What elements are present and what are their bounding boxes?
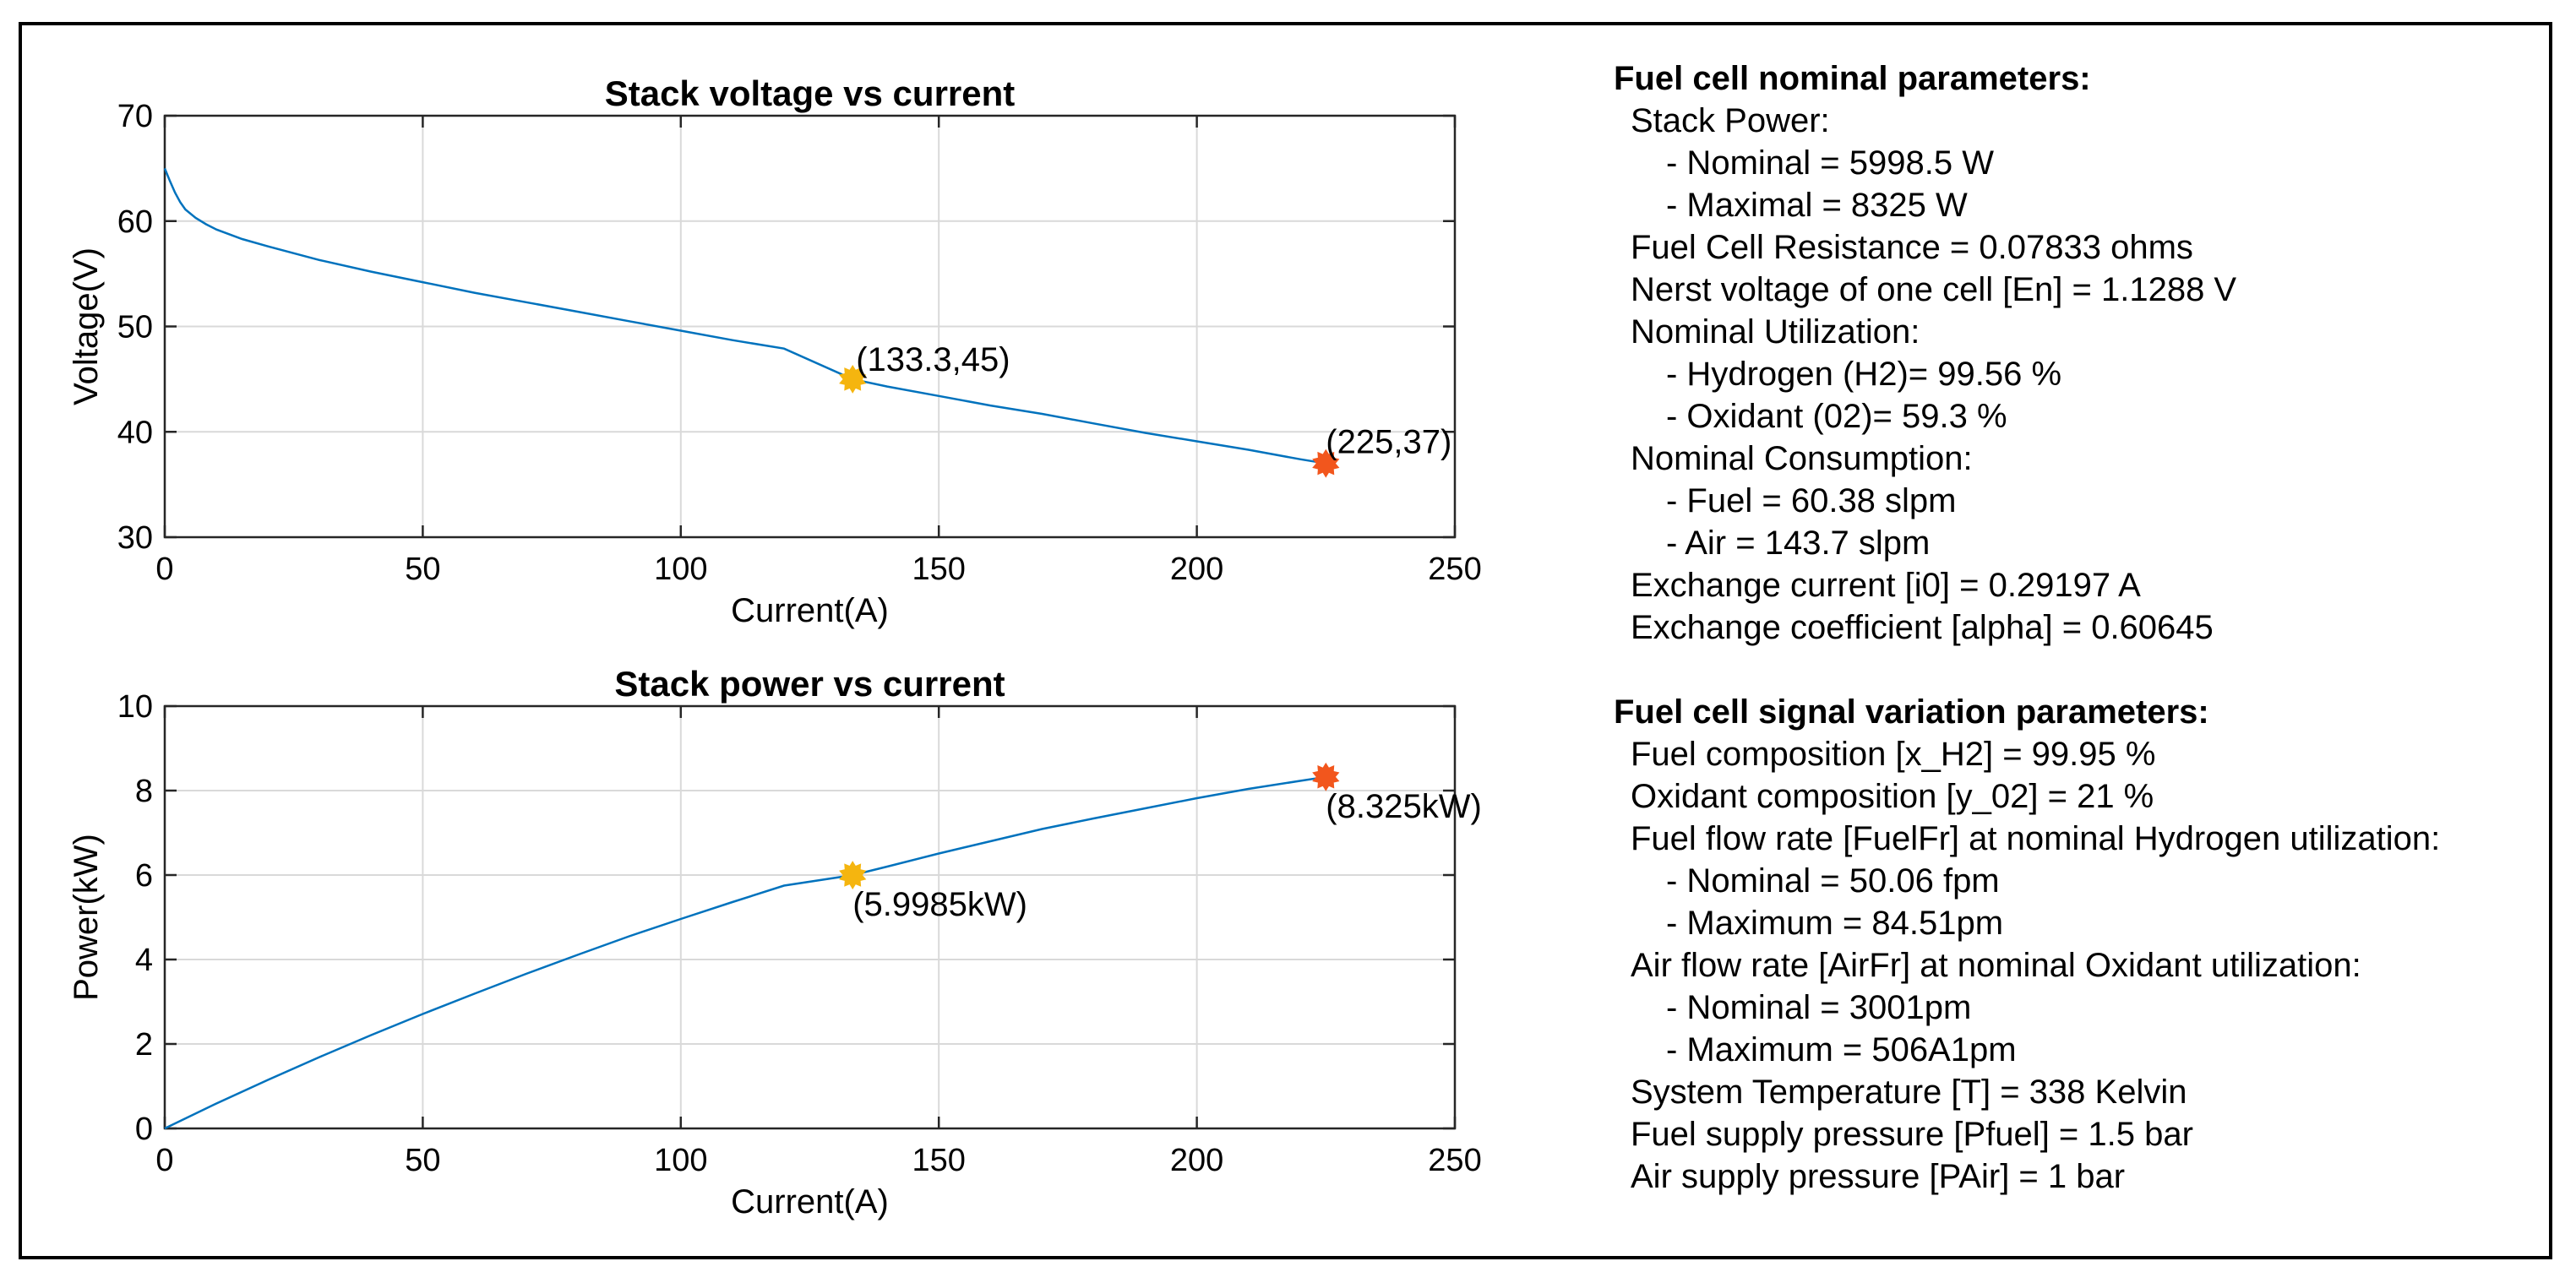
utilization-oxidant: - Oxidant (02)= 59.3 % — [1666, 398, 2007, 435]
fuel-flow-max: - Maximum = 84.51pm — [1666, 905, 2004, 942]
stack-power-label: Stack Power: — [1631, 102, 1830, 139]
air-flow-label: Air flow rate [AirFr] at nominal Oxidant… — [1631, 947, 2361, 984]
nernst-voltage: Nerst voltage of one cell [En] = 1.1288 … — [1631, 271, 2237, 308]
x-tick-label: 0 — [155, 552, 173, 587]
x-axis-label: Current(A) — [731, 592, 889, 629]
y-tick-label: 60 — [117, 204, 153, 240]
y-tick-label: 6 — [135, 858, 153, 894]
air-flow-nominal: - Nominal = 3001pm — [1666, 989, 1972, 1026]
x-tick-label: 200 — [1170, 1143, 1223, 1178]
air-flow-max: - Maximum = 506A1pm — [1666, 1031, 2017, 1068]
x-tick-label: 150 — [912, 552, 965, 587]
y-tick-label: 40 — [117, 415, 153, 450]
x-tick-label: 100 — [654, 1143, 707, 1178]
y-tick-label: 10 — [117, 689, 153, 725]
chart-title: Stack voltage vs current — [605, 73, 1016, 113]
voltage-chart: 0 50 100 150 200 250 30 40 50 60 70 Stack voltage v… — [68, 73, 1482, 629]
maximum-point-marker — [1312, 762, 1340, 791]
nominal-consumption-label: Nominal Consumption: — [1631, 440, 1973, 477]
y-axis-label: Power(kW) — [68, 834, 105, 1001]
y-tick-label: 8 — [135, 774, 153, 809]
nominal-point-label: (133.3,45) — [856, 341, 1010, 378]
plot-area — [165, 706, 1455, 1128]
consumption-fuel: - Fuel = 60.38 slpm — [1666, 482, 1957, 519]
utilization-hydrogen: - Hydrogen (H2)= 99.56 % — [1666, 356, 2062, 393]
chart-title: Stack power vs current — [614, 664, 1005, 704]
fuel-flow-label: Fuel flow rate [FuelFr] at nominal Hydro… — [1631, 820, 2441, 857]
y-tick-label: 50 — [117, 310, 153, 345]
stack-power-max: - Maximal = 8325 W — [1666, 187, 1968, 224]
y-tick-label: 30 — [117, 520, 153, 556]
x-axis-label: Current(A) — [731, 1183, 889, 1220]
maximum-point-label: (8.325kW) — [1326, 788, 1482, 825]
y-tick-label: 4 — [135, 943, 153, 978]
fuel-composition: Fuel composition [x_H2] = 99.95 % — [1631, 736, 2156, 773]
x-tick-label: 50 — [405, 552, 440, 587]
series-line — [164, 775, 1326, 1130]
y-axis-label: Voltage(V) — [68, 247, 105, 405]
variation-params-title: Fuel cell signal variation parameters: — [1614, 693, 2209, 731]
nominal-point-marker — [839, 364, 867, 394]
fuel-cell-resistance: Fuel Cell Resistance = 0.07833 ohms — [1631, 229, 2193, 266]
y-tick-label: 0 — [135, 1112, 153, 1147]
series-line — [163, 167, 1326, 465]
nominal-params-title: Fuel cell nominal parameters: — [1614, 60, 2091, 97]
power-chart: 0 50 100 150 200 250 0 2 4 6 8 10 Stack power vs cur… — [68, 664, 1482, 1220]
x-tick-label: 0 — [155, 1143, 173, 1178]
y-tick-label: 2 — [135, 1027, 153, 1063]
axes-box — [163, 704, 1457, 1130]
air-supply-pressure: Air supply pressure [PAir] = 1 bar — [1631, 1158, 2126, 1195]
system-temperature: System Temperature [T] = 338 Kelvin — [1631, 1074, 2187, 1111]
nominal-utilization-label: Nominal Utilization: — [1631, 313, 1920, 351]
parameters-panel: Fuel cell nominal parameters: Stack Powe… — [1614, 57, 2543, 1198]
consumption-air: - Air = 143.7 slpm — [1666, 525, 1931, 562]
figure-frame — [19, 22, 2552, 1259]
exchange-coefficient: Exchange coefficient [alpha] = 0.60645 — [1631, 609, 2214, 646]
x-tick-label: 250 — [1428, 552, 1481, 587]
x-tick-label: 100 — [654, 552, 707, 587]
y-tick-label: 70 — [117, 99, 153, 134]
nominal-point-marker — [839, 861, 867, 890]
exchange-current: Exchange current [i0] = 0.29197 A — [1631, 567, 2141, 604]
x-tick-label: 150 — [912, 1143, 965, 1178]
x-tick-label: 250 — [1428, 1143, 1481, 1178]
maximum-point-label: (225,37) — [1326, 424, 1451, 461]
fuel-supply-pressure: Fuel supply pressure [Pfuel] = 1.5 bar — [1631, 1116, 2193, 1153]
fuel-flow-nominal: - Nominal = 50.06 fpm — [1666, 862, 2000, 900]
x-tick-label: 200 — [1170, 552, 1223, 587]
nominal-point-label: (5.9985kW) — [852, 886, 1027, 923]
oxidant-composition: Oxidant composition [y_02] = 21 % — [1631, 778, 2154, 815]
stack-power-nominal: - Nominal = 5998.5 W — [1666, 144, 1994, 182]
x-tick-label: 50 — [405, 1143, 440, 1178]
maximum-point-marker — [1312, 449, 1340, 478]
